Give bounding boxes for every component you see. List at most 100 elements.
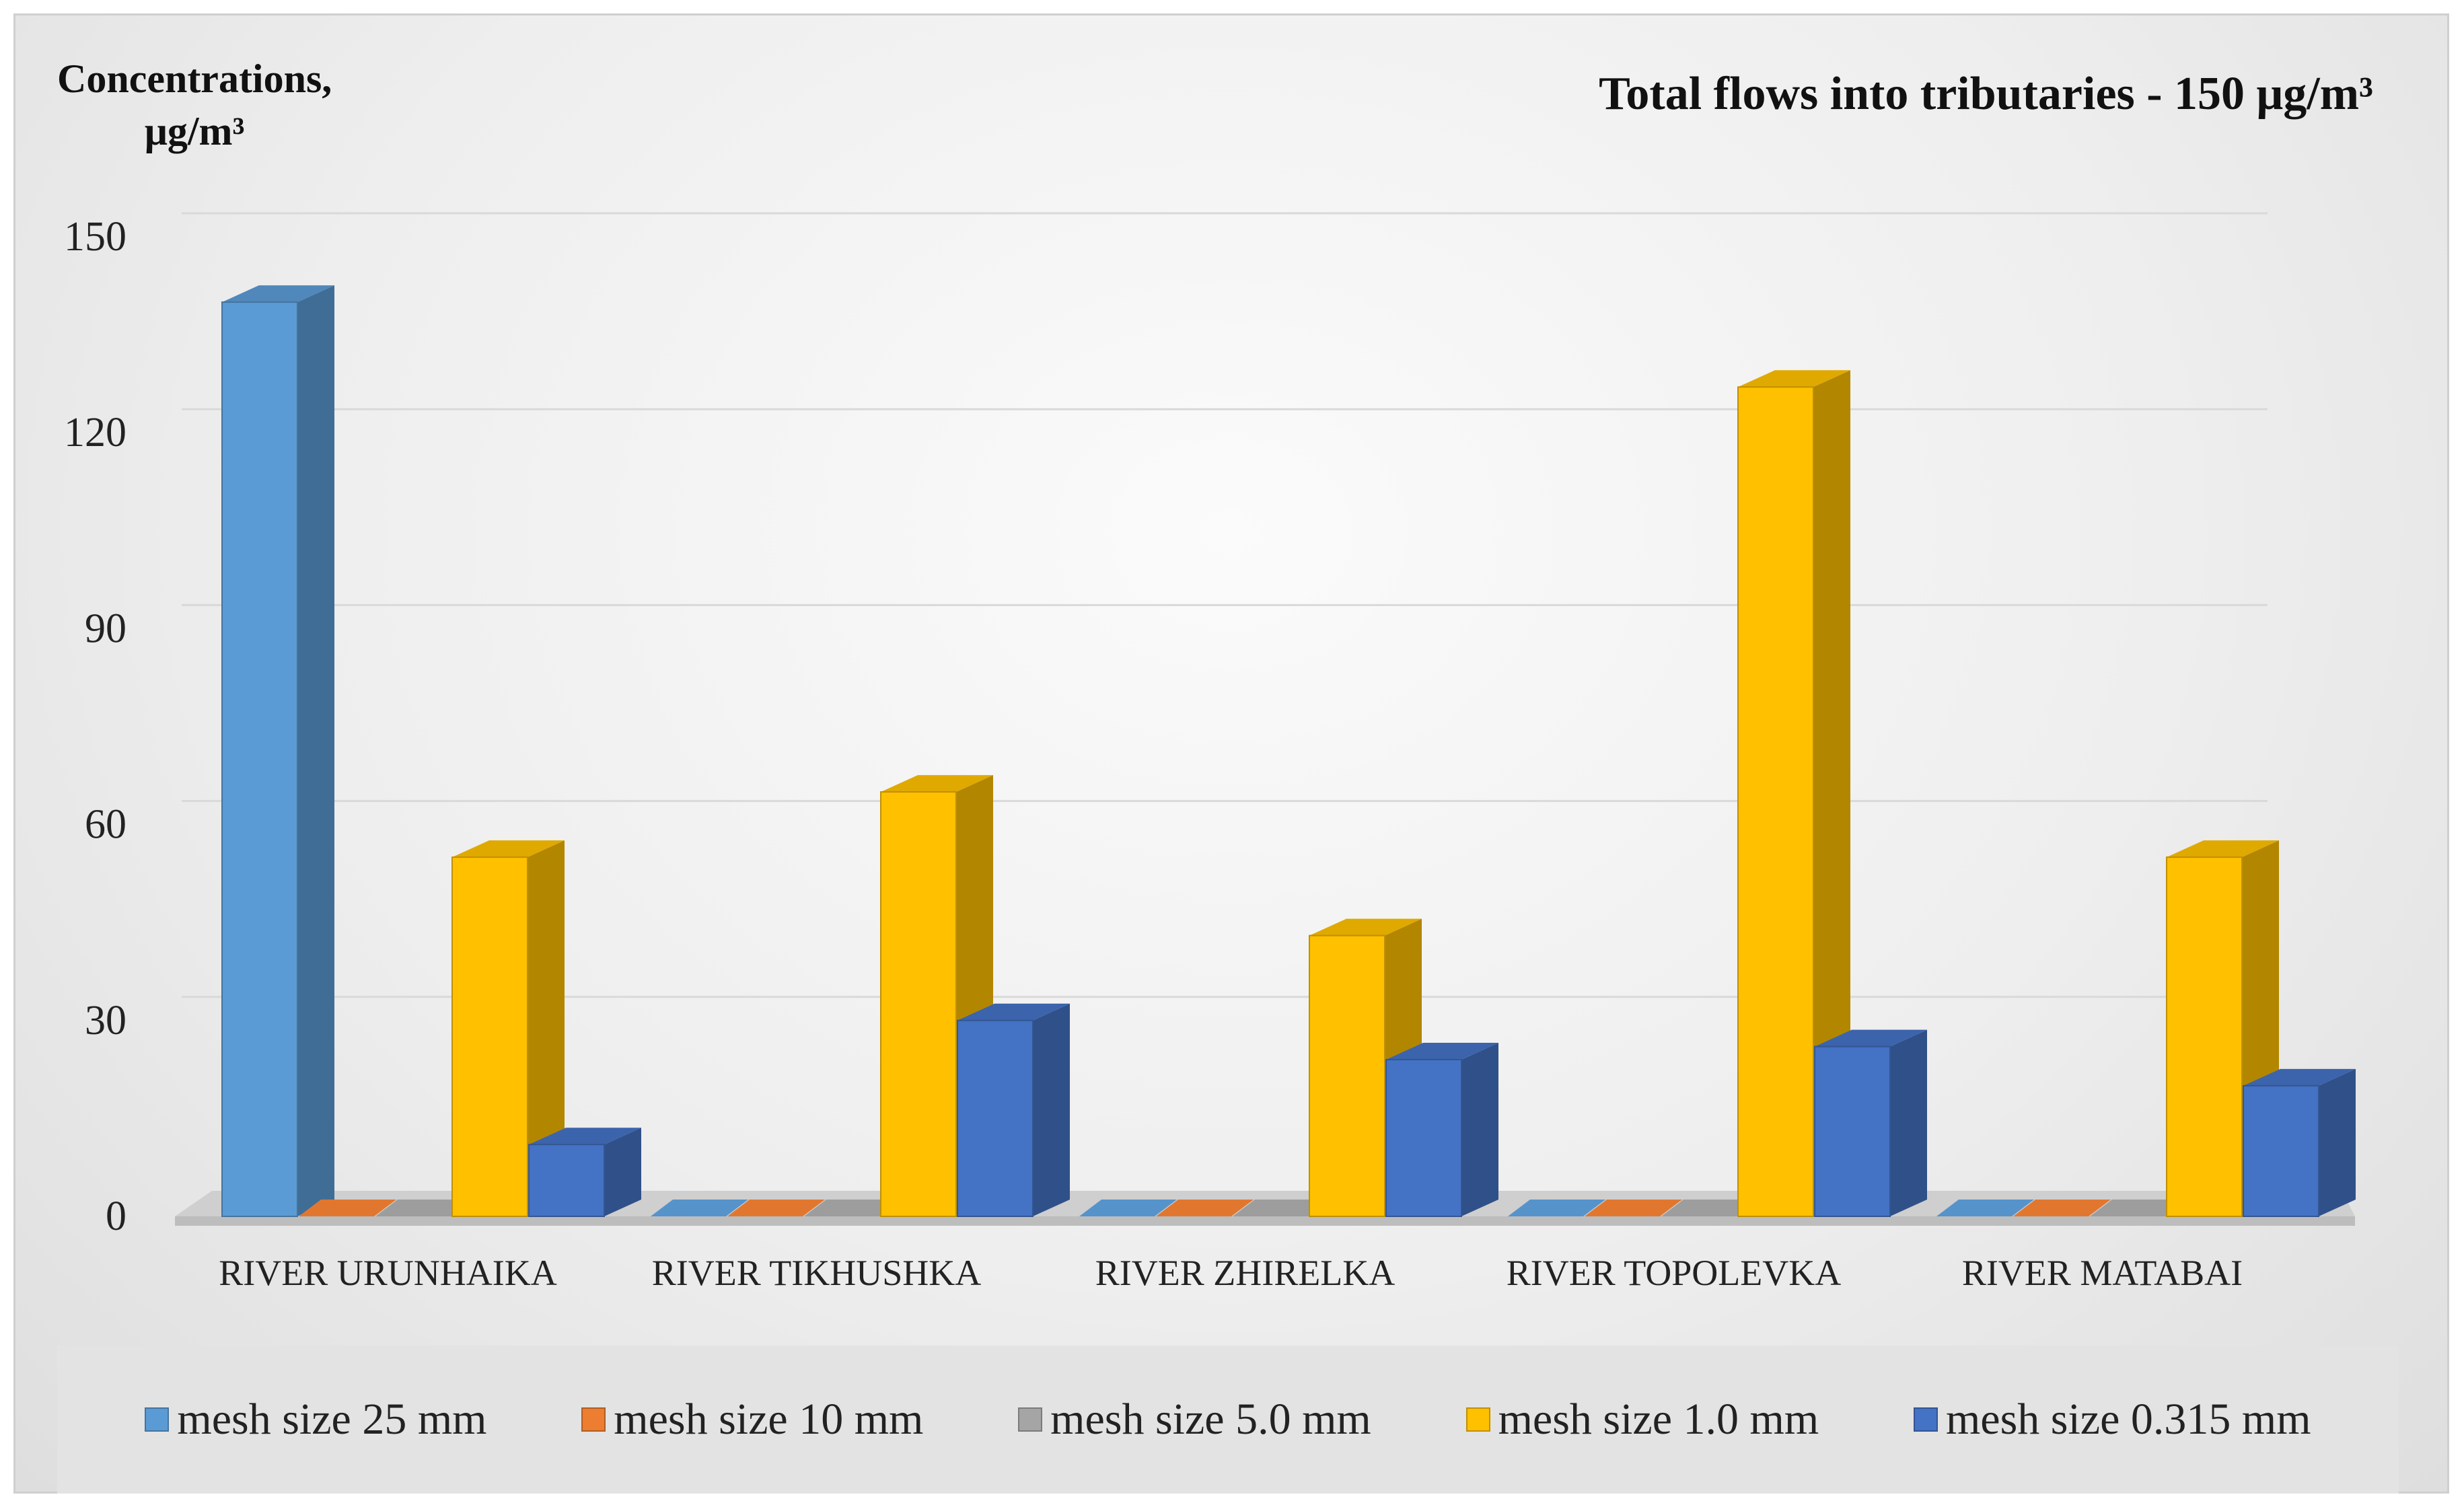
legend-swatch xyxy=(1018,1407,1043,1432)
bar-front xyxy=(1309,934,1385,1217)
legend-label: mesh size 10 mm xyxy=(614,1395,924,1444)
bar-flat xyxy=(1233,1200,1330,1216)
x-category-label: RIVER URUNHAIKA xyxy=(219,1253,556,1293)
y-tick-label: 150 xyxy=(64,214,126,260)
x-category-label: RIVER TOPOLEVKA xyxy=(1507,1253,1842,1293)
bar xyxy=(1079,1200,1177,1216)
bar-top xyxy=(1309,918,1422,936)
bar xyxy=(727,1200,825,1216)
bar xyxy=(1661,1200,1759,1216)
bar xyxy=(957,1003,1070,1218)
bar xyxy=(451,840,565,1217)
bar-flat xyxy=(727,1200,825,1216)
bar-flat xyxy=(375,1200,473,1216)
bar-front xyxy=(880,791,957,1217)
legend-label: mesh size 0.315 mm xyxy=(1945,1395,2311,1444)
bar-flat xyxy=(299,1200,396,1216)
bar-top xyxy=(222,285,334,303)
bar-top xyxy=(1386,1043,1498,1060)
x-category-label: RIVER ZHIRELKA xyxy=(1095,1253,1395,1293)
floor-edge xyxy=(175,1216,2355,1226)
bar-front xyxy=(528,1144,605,1218)
bar xyxy=(1508,1200,1605,1216)
bar-front xyxy=(2243,1085,2319,1218)
y-tick-label: 60 xyxy=(85,802,126,848)
bar-top xyxy=(1738,370,1850,388)
bar-front xyxy=(1814,1045,1891,1218)
bar-flat xyxy=(1156,1200,1254,1216)
chart-frame xyxy=(13,13,2449,1494)
legend-swatch xyxy=(145,1407,170,1432)
bar xyxy=(2243,1068,2356,1218)
y-axis-label-line2: μg/m³ xyxy=(144,109,245,153)
bar-side xyxy=(2319,1068,2356,1216)
bar xyxy=(1814,1029,1927,1218)
y-tick-label: 120 xyxy=(64,410,126,455)
bar-front xyxy=(1385,1059,1462,1218)
bar-top xyxy=(529,1128,641,1145)
y-tick-label: 0 xyxy=(106,1193,126,1239)
legend-item: mesh size 25 mm xyxy=(145,1394,487,1445)
legend-label: mesh size 5.0 mm xyxy=(1050,1395,1371,1444)
y-tick-label: 90 xyxy=(85,605,126,651)
bar-top xyxy=(957,1003,1070,1021)
bar xyxy=(528,1128,641,1218)
bar-flat xyxy=(1508,1200,1605,1216)
legend-item: mesh size 5.0 mm xyxy=(1018,1394,1371,1445)
bar-front xyxy=(451,856,528,1217)
bar-flat xyxy=(651,1200,748,1216)
bar-side xyxy=(1033,1003,1070,1216)
bar-side xyxy=(604,1128,641,1216)
bar-top xyxy=(881,775,993,793)
bar xyxy=(1385,1043,1498,1218)
bar xyxy=(804,1200,902,1216)
bar-side xyxy=(1890,1029,1927,1216)
bar-top xyxy=(2243,1068,2356,1086)
bar-top xyxy=(2167,840,2279,858)
x-category-label: RIVER TIKHUSHKA xyxy=(652,1253,982,1293)
bar-side xyxy=(528,840,565,1216)
bar-flat xyxy=(804,1200,902,1216)
bar-flat xyxy=(1585,1200,1682,1216)
bar xyxy=(2013,1200,2111,1216)
bar-flat xyxy=(1661,1200,1759,1216)
bar xyxy=(221,285,334,1218)
bar-top xyxy=(452,840,565,858)
bar-front xyxy=(1737,386,1814,1218)
bar-flat xyxy=(2013,1200,2111,1216)
bar xyxy=(1737,370,1850,1218)
bar xyxy=(1156,1200,1254,1216)
bars xyxy=(221,285,2356,1218)
bar xyxy=(1936,1200,2034,1216)
bar xyxy=(375,1200,473,1216)
bar-front xyxy=(2166,856,2243,1217)
bar-top xyxy=(1815,1029,1927,1047)
y-axis-ticks: 0 30 60 90 120 150 xyxy=(64,214,126,1239)
bar xyxy=(880,775,993,1217)
bar-flat xyxy=(2090,1200,2187,1216)
legend-item: mesh size 10 mm xyxy=(581,1394,923,1445)
x-category-label: RIVER MATABAI xyxy=(1962,1253,2243,1293)
legend: mesh size 25 mm mesh size 10 mm mesh size … xyxy=(57,1346,2399,1494)
x-axis-categories: RIVER URUNHAIKA RIVER TIKHUSHKA RIVER ZHIR… xyxy=(219,1253,2243,1293)
y-axis-label-line1: Concentrations, xyxy=(57,57,332,101)
bar xyxy=(651,1200,748,1216)
bar xyxy=(299,1200,396,1216)
bar xyxy=(1585,1200,1682,1216)
bar-side xyxy=(297,285,334,1217)
bar xyxy=(1233,1200,1330,1216)
bar-front xyxy=(221,301,298,1218)
chart-title: Total flows into tributaries - 150 μg/m³ xyxy=(1599,68,2373,120)
y-axis-label: Concentrations, μg/m³ xyxy=(57,52,332,157)
bar-flat xyxy=(1936,1200,2034,1216)
legend-item: mesh size 0.315 mm xyxy=(1913,1394,2311,1445)
legend-label: mesh size 25 mm xyxy=(177,1395,487,1444)
bar-flat xyxy=(1079,1200,1177,1216)
legend-swatch xyxy=(581,1407,606,1432)
bar xyxy=(2090,1200,2187,1216)
legend-item: mesh size 1.0 mm xyxy=(1465,1394,1819,1445)
bar-side xyxy=(1461,1043,1498,1216)
legend-swatch xyxy=(1465,1407,1490,1432)
y-tick-label: 30 xyxy=(85,998,126,1043)
